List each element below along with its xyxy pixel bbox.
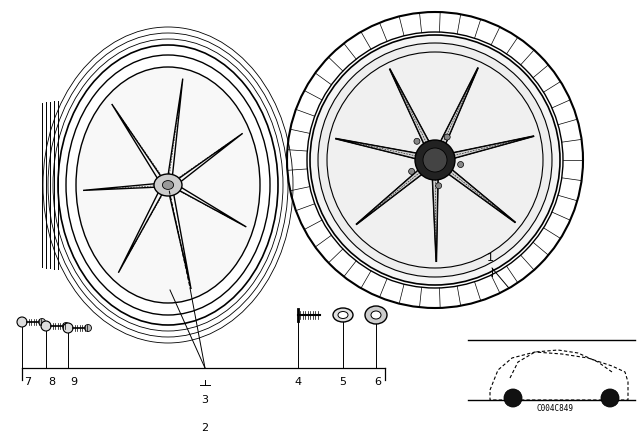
Text: 2: 2	[202, 423, 209, 433]
Circle shape	[310, 35, 560, 285]
Ellipse shape	[163, 181, 173, 190]
Text: 1: 1	[486, 253, 493, 263]
Circle shape	[38, 319, 45, 326]
Circle shape	[63, 323, 70, 329]
Circle shape	[414, 138, 420, 144]
Circle shape	[444, 134, 450, 140]
Circle shape	[408, 168, 415, 174]
Text: 8: 8	[49, 377, 56, 387]
Circle shape	[318, 43, 552, 277]
Text: 5: 5	[339, 377, 346, 387]
Circle shape	[327, 52, 543, 268]
Circle shape	[41, 321, 51, 331]
Circle shape	[423, 148, 447, 172]
Text: 9: 9	[70, 377, 77, 387]
Polygon shape	[433, 176, 438, 262]
Ellipse shape	[371, 311, 381, 319]
Polygon shape	[390, 69, 431, 147]
Text: 6: 6	[374, 377, 381, 387]
Ellipse shape	[76, 67, 260, 303]
Circle shape	[84, 324, 92, 332]
Text: C004C849: C004C849	[536, 404, 573, 413]
Text: 4: 4	[294, 377, 301, 387]
Ellipse shape	[338, 311, 348, 319]
Polygon shape	[445, 168, 516, 223]
Ellipse shape	[365, 306, 387, 324]
Circle shape	[415, 140, 455, 180]
Text: 3: 3	[202, 395, 209, 405]
Polygon shape	[356, 168, 424, 224]
Ellipse shape	[154, 174, 182, 196]
Ellipse shape	[333, 308, 353, 322]
Circle shape	[436, 183, 442, 189]
Text: 7: 7	[24, 377, 31, 387]
Polygon shape	[335, 138, 420, 159]
Polygon shape	[450, 136, 534, 159]
Circle shape	[601, 389, 619, 407]
Circle shape	[63, 323, 73, 333]
Circle shape	[458, 162, 463, 168]
Polygon shape	[439, 68, 478, 147]
Circle shape	[504, 389, 522, 407]
Circle shape	[17, 317, 27, 327]
